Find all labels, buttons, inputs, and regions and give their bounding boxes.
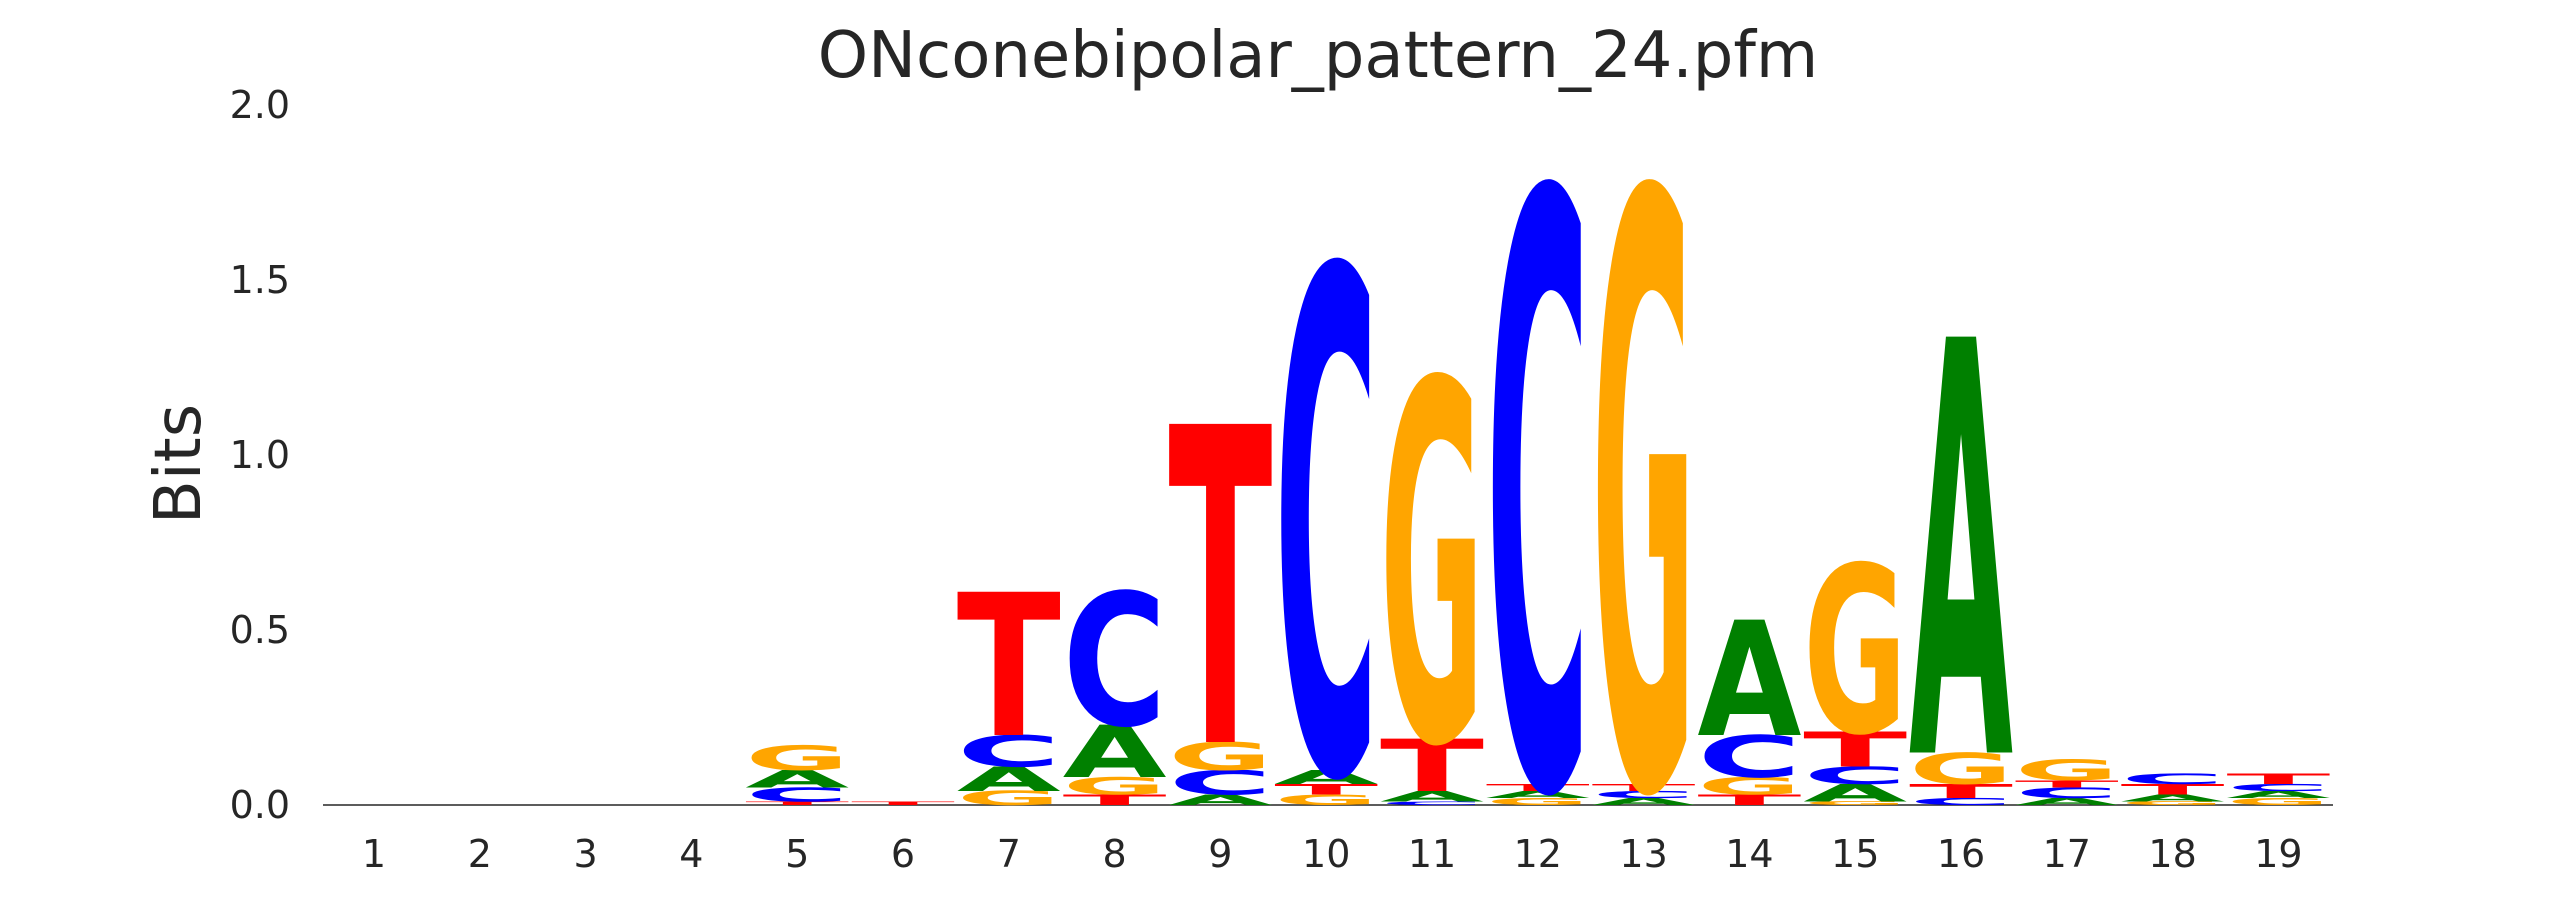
y-tick-labels: 0.0 0.5 1.0 1.5 2.0	[230, 83, 290, 827]
logo-letter-C: C	[2121, 771, 2225, 788]
logo-letter-C: C	[1486, 27, 1590, 900]
logo-letter-T: T	[957, 554, 1061, 782]
x-tick-label: 17	[2043, 832, 2091, 876]
y-axis-label: Bits	[142, 404, 216, 524]
logo-letter-T: T	[851, 801, 955, 807]
logo-letter-C: C	[1063, 557, 1167, 768]
logo-letter-G: G	[2015, 754, 2119, 788]
logo-letter-G: G	[1380, 281, 1484, 856]
x-tick-label: 19	[2254, 832, 2302, 876]
logo-letter-G: G	[1803, 518, 1907, 786]
x-tick-label: 15	[1831, 832, 1879, 876]
y-tick-label: 2.0	[230, 83, 290, 127]
x-tick-label: 5	[785, 832, 809, 876]
x-tick-label: 8	[1103, 832, 1127, 876]
x-tick-label: 6	[891, 832, 915, 876]
y-tick-label: 0.5	[230, 608, 290, 652]
logo-letter-G: G	[1592, 28, 1696, 900]
logo-letter-G: G	[745, 739, 849, 778]
x-tick-label: 3	[574, 832, 598, 876]
logo-letter-A: A	[1697, 588, 1801, 772]
x-tick-label: 7	[997, 832, 1021, 876]
x-tick-label: 1	[362, 832, 386, 876]
x-tick-label: 2	[468, 832, 492, 876]
logo-letter-T: T	[1168, 339, 1273, 846]
x-tick-label: 14	[1725, 832, 1773, 876]
logo-letter-A: A	[1909, 223, 2014, 888]
x-tick-label: 18	[2148, 832, 2196, 876]
y-tick-label: 1.0	[230, 433, 290, 477]
y-tick-label: 0.0	[230, 783, 290, 827]
y-tick-label: 1.5	[230, 258, 290, 302]
logo-letter-C: C	[1274, 129, 1378, 900]
x-tick-label: 4	[679, 832, 703, 876]
logo-letter-T: T	[2226, 771, 2330, 788]
